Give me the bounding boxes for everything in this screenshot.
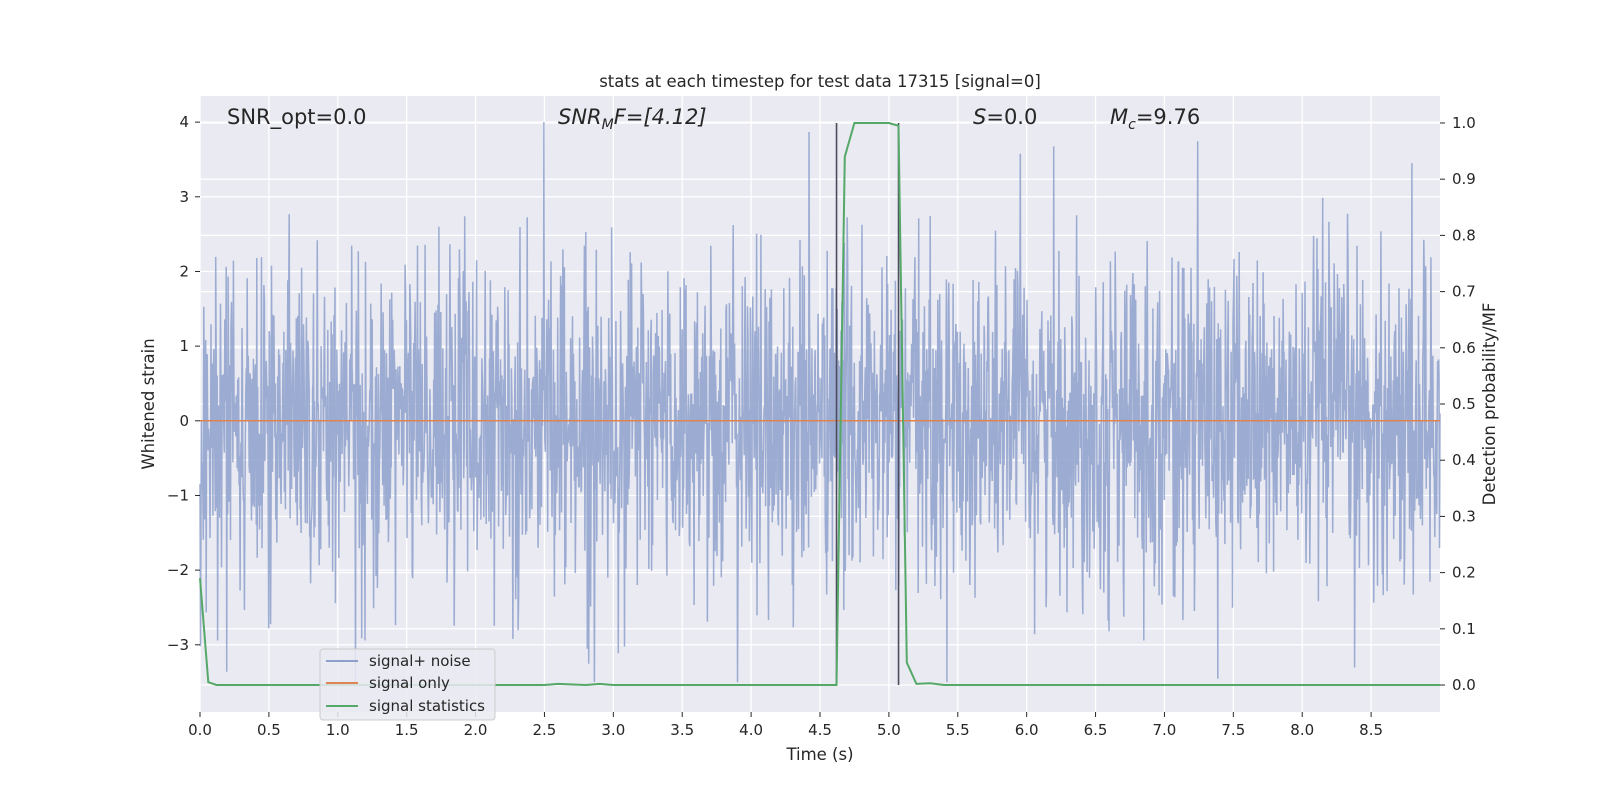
y-tick-label: 3 [179,188,189,206]
x-tick-label: 4.5 [808,721,832,739]
annotation-snr-mf: SNRMF=[4.12] [558,105,707,133]
y-axis-label: Whitened strain [139,338,158,469]
x-tick-label: 1.5 [395,721,419,739]
y2-tick-label: 0.2 [1452,564,1476,582]
y2-tick-label: 0.0 [1452,676,1476,694]
annotation-mc: Mc=9.76 [1110,105,1200,133]
y2-tick-label: 0.3 [1452,507,1476,525]
x-tick-label: 4.0 [739,721,763,739]
y2-tick-label: 0.1 [1452,620,1476,638]
legend-box [319,648,496,721]
y-tick-label: −1 [167,486,189,504]
x-tick-label: 2.0 [464,721,488,739]
signal-noise-line [199,122,1441,683]
x-tick-label: 8.0 [1290,721,1314,739]
y2-axis-label: Detection probability/MF [1480,303,1499,506]
signal-noise-series [199,122,1441,683]
marker-lines [835,122,900,686]
x-tick-label: 0.5 [257,721,281,739]
legend-label-signal-only: signal only [369,674,450,692]
legend-label-noise: signal+ noise [369,652,471,670]
legend-label-statistics: signal statistics [369,697,485,715]
x-tick-label: 1.0 [326,721,350,739]
x-tick-label: 0.0 [188,721,212,739]
x-tick-label: 6.5 [1084,721,1108,739]
x-tick-labels: 0.0 0.5 1.0 1.5 2.0 2.5 3.0 3.5 4.0 4.5 5.0 5.5 6.0 6… [188,712,1383,739]
x-tick-label: 8.5 [1359,721,1383,739]
annotation-snr-opt: SNR_opt=0.0 [227,105,367,130]
x-axis-label: Time (s) [785,745,853,764]
x-tick-label: 5.0 [877,721,901,739]
y-tick-labels: 4 3 2 1 0 −1 −2 −3 [167,113,200,654]
x-tick-label: 7.0 [1153,721,1177,739]
y2-tick-label: 0.9 [1452,170,1476,188]
y2-tick-labels: 1.0 0.9 0.8 0.7 0.6 0.5 0.4 0.3 0.2 0.1 0.0 [1440,114,1476,694]
y2-tick-label: 1.0 [1452,114,1476,132]
y-tick-label: −2 [167,561,189,579]
y-tick-label: −3 [167,636,189,654]
y2-tick-label: 0.4 [1452,451,1476,469]
x-tick-label: 3.0 [601,721,625,739]
x-tick-label: 6.0 [1015,721,1039,739]
y2-tick-label: 0.7 [1452,283,1476,301]
y-tick-label: 2 [179,262,189,280]
chart-title: stats at each timestep for test data 173… [599,72,1041,91]
y-tick-label: 4 [179,113,189,131]
y-tick-label: 1 [179,337,189,355]
y2-tick-label: 0.5 [1452,395,1476,413]
x-tick-label: 3.5 [670,721,694,739]
x-tick-label: 7.5 [1221,721,1245,739]
annotation-s: S=0.0 [973,105,1037,129]
legend: signal+ noise signal only signal statist… [319,648,496,721]
x-tick-label: 5.5 [946,721,970,739]
y-tick-label: 0 [179,412,189,430]
y2-tick-label: 0.6 [1452,339,1476,357]
y2-tick-label: 0.8 [1452,226,1476,244]
x-tick-label: 2.5 [533,721,557,739]
